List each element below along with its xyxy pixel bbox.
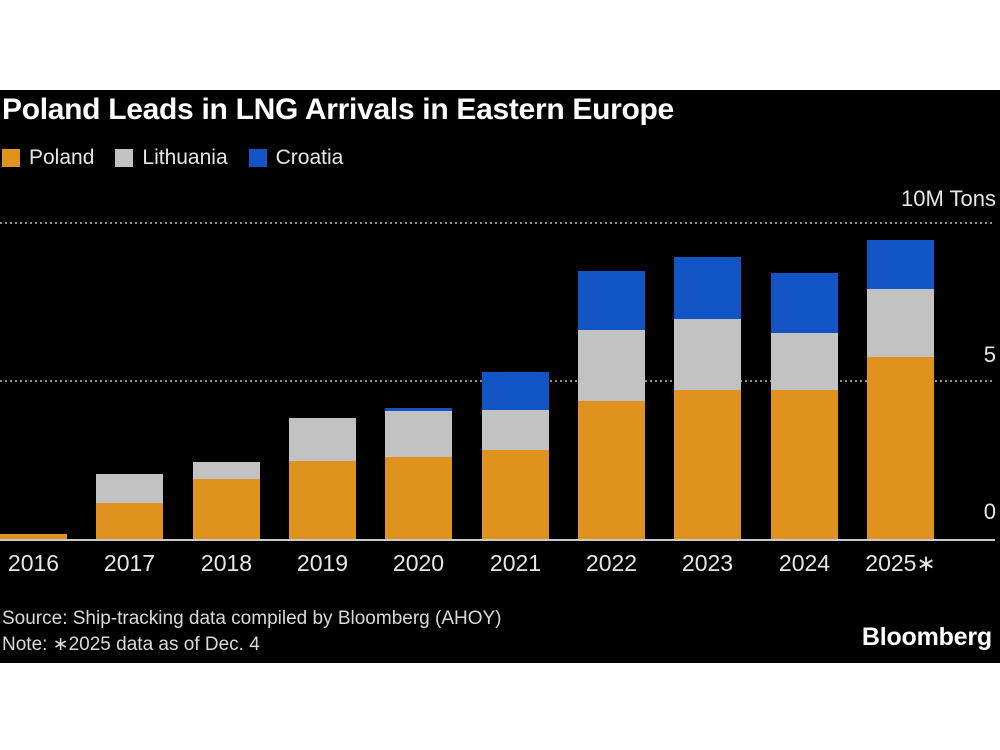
legend-item-poland: Poland	[2, 147, 94, 168]
note-text: Note: ∗2025 data as of Dec. 4	[2, 634, 260, 655]
x-axis-label-2023: 2023	[681, 550, 734, 576]
bar-2024	[771, 273, 838, 539]
chart-panel: Poland Leads in LNG Arrivals in Eastern …	[0, 90, 1000, 663]
bar-segment-lithuania-2019	[289, 418, 356, 461]
bar-segment-lithuania-2021	[482, 410, 549, 450]
bar-2020	[385, 408, 452, 539]
bar-segment-poland-2022	[578, 401, 645, 539]
legend-label: Poland	[29, 146, 95, 169]
bar-segment-lithuania-2017	[96, 474, 163, 503]
bar-segment-lithuania-2024	[771, 333, 838, 390]
bar-segment-lithuania-2022	[578, 330, 645, 401]
bar-segment-croatia-2023	[674, 257, 741, 319]
bar-segment-poland-2016	[0, 534, 67, 539]
bar-2023	[674, 257, 741, 539]
bar-segment-poland-2019	[289, 461, 356, 539]
bar-segment-poland-2017	[96, 503, 163, 539]
bloomberg-logo: Bloomberg	[861, 623, 992, 651]
legend-swatch-croatia	[248, 148, 267, 167]
x-axis-label-2019: 2019	[296, 550, 349, 576]
x-axis-label-2020: 2020	[392, 550, 445, 576]
bar-segment-lithuania-2018	[193, 462, 260, 479]
x-axis-label-2018: 2018	[200, 550, 253, 576]
x-axis-label-2022: 2022	[585, 550, 638, 576]
legend-swatch-lithuania	[115, 148, 134, 167]
bar-segment-poland-2021	[482, 450, 549, 539]
x-axis-label-2016: 2016	[7, 550, 60, 576]
bar-segment-poland-2018	[193, 479, 260, 539]
bar-segment-croatia-2024	[771, 273, 838, 333]
y-axis-label-10m-tons: 10M Tons	[901, 186, 996, 211]
legend-label: Lithuania	[142, 146, 228, 169]
legend-item-lithuania: Lithuania	[115, 146, 228, 169]
legend: Poland Lithuania Croatia	[2, 147, 343, 168]
bar-2016	[0, 534, 67, 539]
bar-2017	[96, 474, 163, 539]
bar-2022	[578, 271, 645, 539]
bar-segment-croatia-2025	[867, 240, 934, 289]
gridline-10	[0, 222, 995, 224]
y-axis-label-5: 5	[983, 342, 996, 367]
x-axis-label-2017: 2017	[103, 550, 156, 576]
x-axis-baseline	[0, 539, 995, 541]
legend-label: Croatia	[275, 146, 344, 169]
legend-item-croatia: Croatia	[248, 146, 344, 169]
bar-segment-poland-2020	[385, 457, 452, 539]
bar-segment-croatia-2021	[482, 372, 549, 410]
x-axis-label-2024: 2024	[778, 550, 831, 576]
x-axis-label-2021: 2021	[489, 550, 542, 576]
bar-2019	[289, 418, 356, 539]
bar-2025	[867, 240, 934, 539]
bar-2021	[482, 372, 549, 539]
bar-segment-lithuania-2025	[867, 289, 934, 357]
bar-segment-lithuania-2023	[674, 319, 741, 390]
bar-segment-poland-2024	[771, 390, 838, 539]
bar-segment-croatia-2022	[578, 271, 645, 330]
bar-segment-croatia-2020	[385, 408, 452, 411]
y-axis-label-0: 0	[983, 499, 996, 524]
legend-swatch-poland	[2, 148, 20, 167]
bar-segment-poland-2025	[867, 357, 934, 539]
source-text: Source: Ship-tracking data compiled by B…	[2, 608, 502, 629]
bar-segment-lithuania-2020	[385, 411, 452, 457]
bar-2018	[193, 462, 260, 539]
bar-segment-poland-2023	[674, 390, 741, 539]
chart-title: Poland Leads in LNG Arrivals in Eastern …	[2, 93, 674, 126]
x-axis-label-2025: 2025∗	[865, 550, 936, 576]
